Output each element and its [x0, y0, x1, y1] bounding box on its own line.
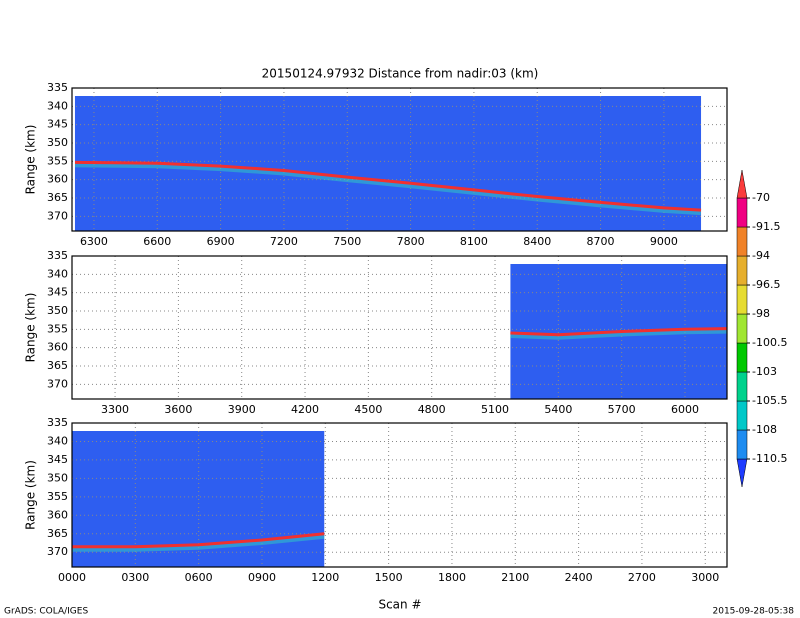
colorbar-label: -100.5 [752, 336, 787, 349]
surface-echo-halo [72, 532, 325, 552]
y-tick-label: 345 [47, 453, 68, 466]
x-tick-label: 0300 [121, 571, 149, 584]
colorbar-label: -110.5 [752, 452, 787, 465]
x-tick-label: 1500 [375, 571, 403, 584]
x-tick-label: 6000 [671, 403, 699, 416]
surface-echo [72, 532, 325, 549]
plot-frame [71, 87, 728, 232]
x-axis-label: Scan # [378, 598, 421, 612]
colorbar-segment [736, 226, 748, 257]
colorbar-label: -108 [752, 423, 777, 436]
chart-title: 20150124.97932 Distance from nadir:03 (k… [262, 67, 539, 81]
x-tick-label: 3000 [691, 571, 719, 584]
x-tick-label: 6300 [80, 235, 108, 248]
x-tick-label: 6600 [143, 235, 171, 248]
x-tick-label: 5400 [544, 403, 572, 416]
colorbar-segment [736, 255, 748, 286]
x-tick-label: 2100 [501, 571, 529, 584]
x-tick-label: 8700 [587, 235, 615, 248]
y-tick-label: 355 [47, 322, 68, 335]
x-tick-label: 9000 [650, 235, 678, 248]
surface-echo [74, 160, 702, 212]
y-tick-label: 335 [47, 81, 68, 94]
colorbar-segment [736, 458, 748, 488]
surface-echo [510, 327, 728, 337]
x-tick-label: 0000 [58, 571, 86, 584]
surface-echo-halo [74, 161, 702, 216]
y-tick-label: 360 [47, 508, 68, 521]
y-tick-label: 340 [47, 267, 68, 280]
x-tick-label: 4200 [291, 403, 319, 416]
y-tick-label: 350 [47, 136, 68, 149]
x-tick-label: 2400 [565, 571, 593, 584]
x-tick-label: 4500 [354, 403, 382, 416]
y-axis-label: Range (km) [24, 125, 38, 195]
x-tick-label: 0600 [185, 571, 213, 584]
colorbar-label: -105.5 [752, 394, 787, 407]
y-tick-label: 365 [47, 527, 68, 540]
x-tick-label: 5700 [608, 403, 636, 416]
x-tick-label: 3600 [164, 403, 192, 416]
y-tick-label: 360 [47, 173, 68, 186]
colorbar-segment [736, 313, 748, 344]
x-tick-label: 4800 [418, 403, 446, 416]
colorbar-segment [736, 429, 748, 460]
colorbar-segment [736, 371, 748, 402]
y-tick-label: 335 [47, 416, 68, 429]
colorbar-segment [736, 169, 748, 199]
colorbar-label: -98 [752, 307, 770, 320]
y-axis-label: Range (km) [24, 460, 38, 530]
colorbar-segment [736, 197, 748, 228]
y-tick-label: 345 [47, 118, 68, 131]
y-tick-label: 340 [47, 434, 68, 447]
x-tick-label: 0900 [248, 571, 276, 584]
y-tick-label: 345 [47, 286, 68, 299]
y-tick-label: 365 [47, 359, 68, 372]
colorbar-label: -70 [752, 191, 770, 204]
y-tick-label: 350 [47, 304, 68, 317]
colorbar-label: -103 [752, 365, 777, 378]
colorbar-segment [736, 284, 748, 315]
colorbar-segment [736, 342, 748, 373]
colorbar-segment [736, 400, 748, 431]
y-tick-label: 355 [47, 490, 68, 503]
x-tick-label: 6900 [207, 235, 235, 248]
y-tick-label: 370 [47, 545, 68, 558]
y-tick-label: 335 [47, 249, 68, 262]
x-tick-label: 8100 [460, 235, 488, 248]
x-tick-label: 3900 [228, 403, 256, 416]
credit: GrADS: COLA/IGES [4, 607, 88, 617]
x-tick-label: 2700 [628, 571, 656, 584]
plot-frame [71, 422, 728, 568]
x-tick-label: 8400 [523, 235, 551, 248]
x-tick-label: 3300 [101, 403, 129, 416]
y-axis-label: Range (km) [24, 293, 38, 363]
x-tick-label: 7800 [397, 235, 425, 248]
y-tick-label: 350 [47, 471, 68, 484]
x-tick-label: 1200 [311, 571, 339, 584]
y-tick-label: 370 [47, 209, 68, 222]
y-tick-label: 370 [47, 377, 68, 390]
x-tick-label: 5100 [481, 403, 509, 416]
surface-echo-halo [510, 327, 728, 340]
y-tick-label: 365 [47, 191, 68, 204]
x-tick-label: 7200 [270, 235, 298, 248]
y-tick-label: 360 [47, 341, 68, 354]
colorbar-label: -94 [752, 249, 770, 262]
x-tick-label: 1800 [438, 571, 466, 584]
y-tick-label: 340 [47, 99, 68, 112]
plot-frame [71, 255, 728, 400]
y-tick-label: 355 [47, 154, 68, 167]
timestamp: 2015-09-28-05:38 [713, 607, 795, 617]
colorbar-label: -91.5 [752, 220, 780, 233]
x-tick-label: 7500 [333, 235, 361, 248]
colorbar-label: -96.5 [752, 278, 780, 291]
